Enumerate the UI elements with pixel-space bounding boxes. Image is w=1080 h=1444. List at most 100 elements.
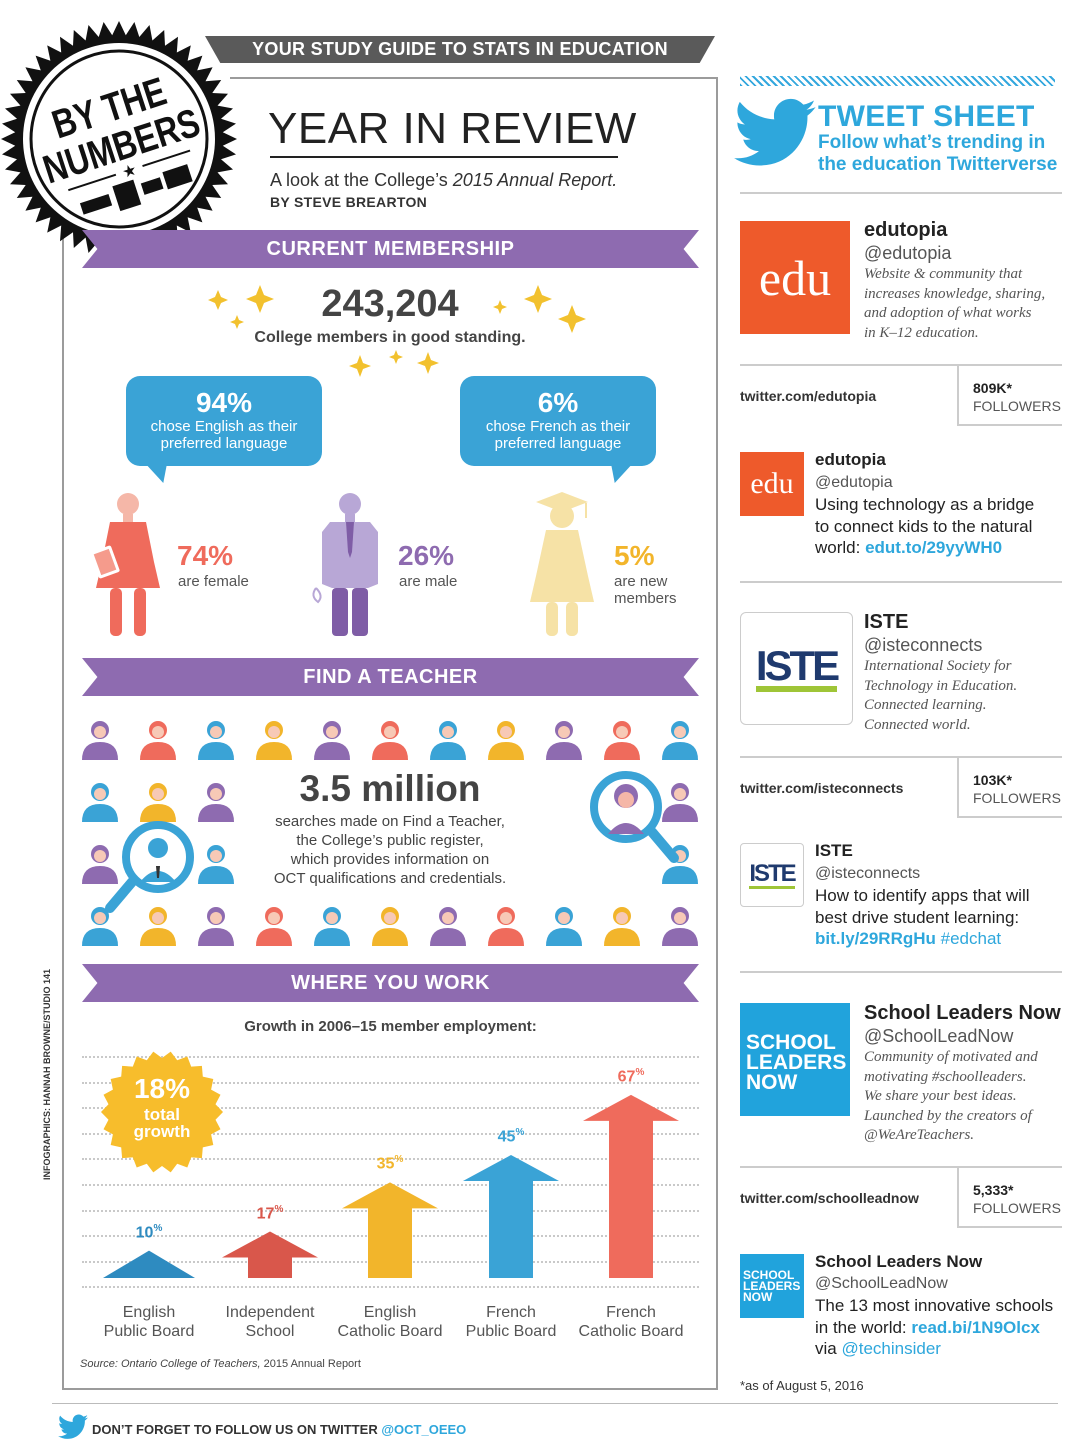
teacher-person-icon xyxy=(82,845,118,884)
teacher-person-icon xyxy=(140,907,176,946)
left-panel-top-border xyxy=(230,77,718,79)
teacher-person-icon xyxy=(546,721,582,760)
school-leaders-tweet-avatar[interactable]: SCHOOL LEADERS NOW xyxy=(740,1254,804,1318)
teacher-person-icon xyxy=(314,907,350,946)
edutopia-name[interactable]: edutopia xyxy=(864,219,948,241)
edutopia-tweet-avatar[interactable]: edu xyxy=(740,452,804,516)
teacher-person-icon xyxy=(662,845,698,884)
growth-category-label: French Catholic Board xyxy=(578,1304,684,1340)
teacher-person-icon xyxy=(372,721,408,760)
growth-arrow-bar xyxy=(222,1231,318,1278)
school-leaders-description: Community of motivated and motivating #s… xyxy=(864,1049,1038,1143)
teacher-person-icon xyxy=(662,783,698,822)
total-growth-line1: total xyxy=(144,1105,180,1124)
edutopia-followers-box: 809K* FOLLOWERS xyxy=(957,366,1062,426)
school-leaders-followers-box: 5,333* FOLLOWERS xyxy=(957,1168,1062,1228)
footer-handle-link[interactable]: @OCT_OEEO xyxy=(381,1422,467,1437)
edutopia-tweet-link[interactable]: edut.to/29yyWH0 xyxy=(865,538,1003,557)
teacher-search-caption: searches made on Find a Teacher, the Col… xyxy=(273,813,507,887)
iste-tweet-link[interactable]: bit.ly/29RRgHu xyxy=(815,929,936,948)
edutopia-logo[interactable]: edu xyxy=(740,221,850,334)
iste-tweet-name[interactable]: ISTE xyxy=(815,841,853,860)
teacher-person-icon xyxy=(82,907,118,946)
by-the-numbers-badge: BY THE NUMBERS ★ xyxy=(1,21,237,257)
teacher-person-icon xyxy=(430,907,466,946)
french-line1: chose French as their xyxy=(485,418,631,435)
school-leaders-tweet-name[interactable]: School Leaders Now xyxy=(815,1252,983,1271)
twitter-bird-icon[interactable] xyxy=(58,1414,88,1440)
divider xyxy=(740,364,1062,366)
subtitle: A look at the College’s 2015 Annual Repo… xyxy=(270,170,618,190)
edutopia-handle[interactable]: @edutopia xyxy=(864,243,952,263)
chart-gridline xyxy=(82,1132,699,1135)
teacher-person-icon xyxy=(430,721,466,760)
edchat-hashtag-link[interactable]: #edchat xyxy=(935,929,1002,948)
teacher-person-icon xyxy=(546,907,582,946)
female-label: are female xyxy=(178,573,249,590)
growth-arrow-chart xyxy=(103,1094,679,1278)
teacher-person-icon xyxy=(256,721,292,760)
techinsider-link[interactable]: @techinsider xyxy=(841,1339,941,1358)
growth-value-label: 17% xyxy=(256,1203,284,1222)
iste-tweet-avatar[interactable]: ISTE xyxy=(740,843,804,907)
top-banner: YOUR STUDY GUIDE TO STATS IN EDUCATION xyxy=(205,36,715,63)
edutopia-tweet-name[interactable]: edutopia xyxy=(815,450,886,469)
tweet-sheet-title: TWEET SHEET xyxy=(818,100,1035,133)
footer-divider xyxy=(52,1403,1058,1404)
growth-category-label: Independent School xyxy=(225,1304,315,1340)
teacher-person-icon xyxy=(488,907,524,946)
new-pct: 5% xyxy=(614,540,655,571)
teacher-person-icon xyxy=(82,721,118,760)
school-leaders-handle[interactable]: @SchoolLeadNow xyxy=(864,1026,1014,1046)
teacher-person-icon xyxy=(488,721,524,760)
growth-arrow-bar xyxy=(583,1094,679,1278)
iste-url-link[interactable]: twitter.com/isteconnects xyxy=(740,780,904,796)
membership-caption: College members in good standing. xyxy=(254,329,526,346)
edutopia-tweet-text: Using technology as a bridge to connect … xyxy=(815,495,1035,557)
school-leaders-name[interactable]: School Leaders Now xyxy=(864,1002,1061,1024)
school-leaders-now-logo[interactable]: SCHOOL LEADERS NOW xyxy=(740,1003,850,1116)
school-leaders-url-link[interactable]: twitter.com/schoolleadnow xyxy=(740,1190,919,1206)
tweet-sheet-subtitle: Follow what’s trending in the education … xyxy=(818,132,1058,175)
growth-arrow-bar xyxy=(342,1182,438,1278)
iste-handle[interactable]: @isteconnects xyxy=(864,635,983,655)
male-pct: 26% xyxy=(398,540,455,571)
sparkle-decorations xyxy=(208,285,586,377)
teacher-person-icon xyxy=(604,721,640,760)
membership-total: 243,204 xyxy=(321,283,459,325)
teacher-person-icon xyxy=(82,783,118,822)
teacher-people-grid xyxy=(82,721,698,946)
total-growth-seal: 18% total growth xyxy=(101,1051,223,1173)
school-leaders-tweet-handle[interactable]: @SchoolLeadNow xyxy=(815,1275,948,1292)
growth-value-label: 45% xyxy=(497,1127,525,1146)
new-label-2: members xyxy=(614,590,677,607)
school-leaders-tweet-link[interactable]: read.bi/1N9Olcx xyxy=(911,1317,1040,1337)
chart-gridline xyxy=(82,1056,699,1058)
magnifier-right-icon xyxy=(590,771,679,863)
male-label: are male xyxy=(399,573,458,590)
growth-arrow-bar xyxy=(463,1155,559,1278)
chart-gridline xyxy=(82,1286,699,1289)
footer-follow-text: DON’T FORGET TO FOLLOW US ON TWITTER @OC… xyxy=(92,1422,467,1437)
tweet-sheet-stripe xyxy=(740,76,1055,86)
left-panel-frame xyxy=(62,78,718,1390)
iste-tweet-handle[interactable]: @isteconnects xyxy=(815,865,921,882)
magnifier-left-icon xyxy=(105,821,194,913)
iste-name[interactable]: ISTE xyxy=(864,611,909,633)
growth-category-label: English Catholic Board xyxy=(337,1304,443,1340)
teacher-person-icon xyxy=(198,783,234,822)
section-where-you-work: WHERE YOU WORK xyxy=(82,964,699,1002)
teacher-person-icon xyxy=(198,907,234,946)
edutopia-tweet-handle[interactable]: @edutopia xyxy=(815,474,893,491)
teacher-person-icon xyxy=(662,907,698,946)
school-leaders-tweet-text: The 13 most innovative schools in the wo… xyxy=(815,1296,1054,1358)
iste-logo[interactable]: ISTE xyxy=(740,612,853,725)
english-pct: 94% xyxy=(195,387,253,418)
divider xyxy=(740,756,1062,758)
english-line1: chose English as their xyxy=(150,418,298,435)
edutopia-url-link[interactable]: twitter.com/edutopia xyxy=(740,388,877,404)
growth-arrow-bar xyxy=(103,1250,195,1278)
infographics-credit: INFOGRAPHICS: HANNAH BROWNE/STUDIO 141 xyxy=(42,968,52,1180)
total-growth-pct: 18% xyxy=(134,1073,190,1104)
iste-description: International Society for Technology in … xyxy=(864,658,1018,733)
